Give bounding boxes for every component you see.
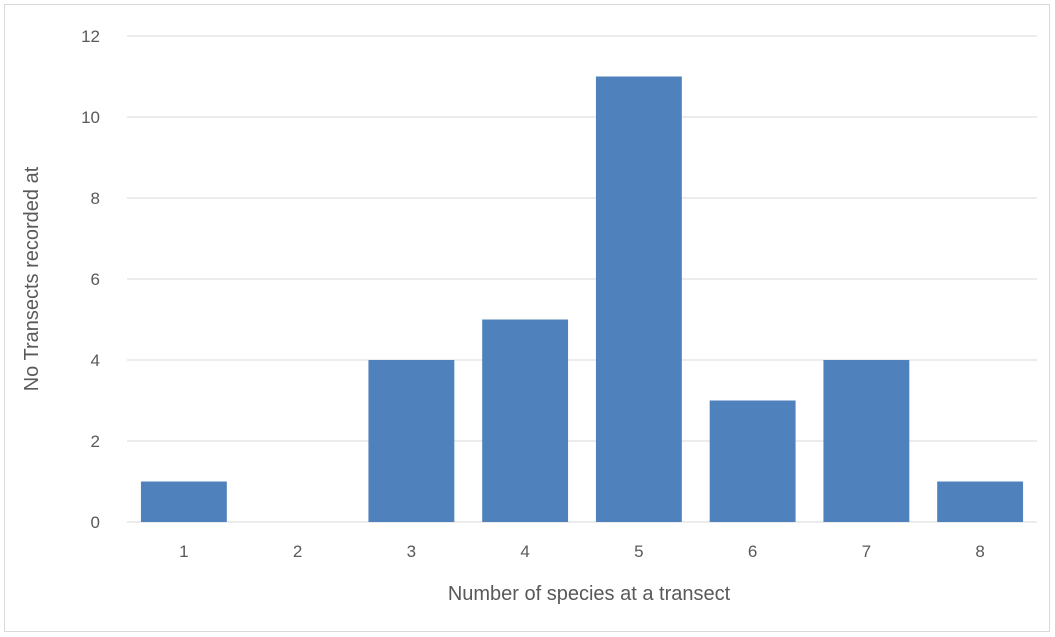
bar-6 [709, 400, 796, 522]
x-tick-label: 8 [975, 542, 984, 561]
bars [140, 76, 1024, 522]
x-tick-labels: 1 2 3 4 5 6 7 8 [179, 542, 985, 561]
x-tick-label: 6 [748, 542, 757, 561]
y-tick-label: 4 [91, 351, 100, 370]
bar-1 [140, 481, 227, 522]
x-tick-label: 7 [862, 542, 871, 561]
x-tick-label: 4 [520, 542, 529, 561]
x-tick-label: 1 [179, 542, 188, 561]
y-tick-label: 6 [91, 270, 100, 289]
x-tick-label: 3 [407, 542, 416, 561]
bar-3 [368, 360, 455, 522]
bar-7 [823, 360, 910, 522]
x-tick-label: 2 [293, 542, 302, 561]
x-axis-title: Number of species at a transect [448, 583, 731, 605]
y-tick-label: 12 [81, 27, 100, 46]
y-tick-label: 8 [91, 189, 100, 208]
bar-4 [482, 319, 569, 522]
y-axis-title: No Transects recorded at [21, 166, 43, 391]
y-tick-label: 10 [81, 108, 100, 127]
bar-8 [937, 481, 1024, 522]
chart-frame [4, 4, 1050, 632]
x-tick-label: 5 [634, 542, 643, 561]
y-tick-label: 2 [91, 432, 100, 451]
bar-5 [595, 76, 682, 522]
y-tick-labels: 0 2 4 6 8 10 12 [81, 27, 100, 532]
y-tick-label: 0 [91, 513, 100, 532]
